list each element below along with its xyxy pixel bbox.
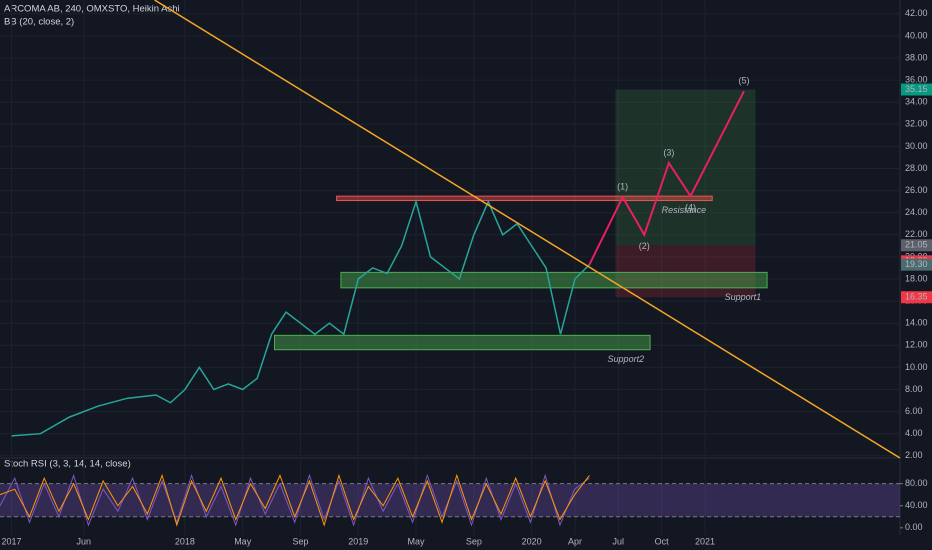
stoch-d [0,473,590,527]
trendline [154,0,901,459]
y-tick-label: 80.00 [905,478,928,488]
price-tag-label: 21.05 [905,240,928,250]
price-tag-label: 16.35 [905,292,928,302]
x-tick-label: 2020 [522,536,542,546]
wave-label: (5) [738,76,749,86]
price-line [11,198,590,437]
y-tick-label: 22.00 [905,229,928,239]
y-tick-label: 0.00 [905,522,923,532]
price-tag-label: 35.15 [905,84,928,94]
y-tick-label: 36.00 [905,74,928,84]
y-tick-label: 32.00 [905,119,928,129]
x-tick-label: 2019 [348,536,368,546]
stoch-band [0,483,900,517]
y-tick-label: 6.00 [905,406,923,416]
chart-title: ARCOMA AB, 240, OMXSTO, Heikin Ashi [4,4,180,15]
x-tick-label: Jun [77,536,92,546]
x-tick-label: 2017 [2,536,22,546]
price-tag-label: 19.30 [905,259,928,269]
zone [336,195,713,202]
x-tick-label: Jul [613,536,625,546]
price-tag [901,83,932,96]
y-tick-label: 8.00 [905,384,923,394]
y-tick-label: 34.00 [905,97,928,107]
price-tag [901,291,932,304]
wave-path [588,90,745,266]
x-tick-label: May [234,536,252,546]
indicator-label: Stoch RSI (3, 3, 14, 14, close) [4,459,131,470]
y-tick-label: 4.00 [905,428,923,438]
wave-label: (3) [663,147,674,157]
y-tick-label: 38.00 [905,52,928,62]
y-tick-label: 42.00 [905,8,928,18]
stoch-k [0,473,590,527]
wave-label: (2) [639,241,650,251]
price-tag [901,258,932,271]
y-tick-label: 18.00 [905,273,928,283]
y-tick-label: 26.00 [905,185,928,195]
price-tag [901,239,932,252]
y-tick-label: 40.00 [905,500,928,510]
zone-label: Resistance [662,205,707,215]
x-tick-label: Oct [655,536,670,546]
x-tick-label: Sep [292,536,308,546]
stop-zone [615,245,756,298]
y-tick-label: 24.00 [905,207,928,217]
zone [273,334,651,351]
zone-label: Support2 [608,354,645,364]
wave-label: (1) [617,182,628,192]
x-tick-label: 2021 [695,536,715,546]
x-tick-label: May [408,536,426,546]
y-tick-label: 30.00 [905,141,928,151]
zone-label: Support1 [725,292,762,302]
x-tick-label: Sep [466,536,482,546]
y-tick-label: 10.00 [905,362,928,372]
wave-label: (4) [685,203,696,213]
y-tick-label: 40.00 [905,30,928,40]
zone [340,271,768,289]
y-tick-label: 12.00 [905,340,928,350]
y-tick-label: 28.00 [905,163,928,173]
indicator-label: BB (20, close, 2) [4,17,74,28]
y-tick-label: 2.00 [905,450,923,460]
x-tick-label: 2018 [175,536,195,546]
x-tick-label: Apr [568,536,582,546]
y-tick-label: 14.00 [905,318,928,328]
